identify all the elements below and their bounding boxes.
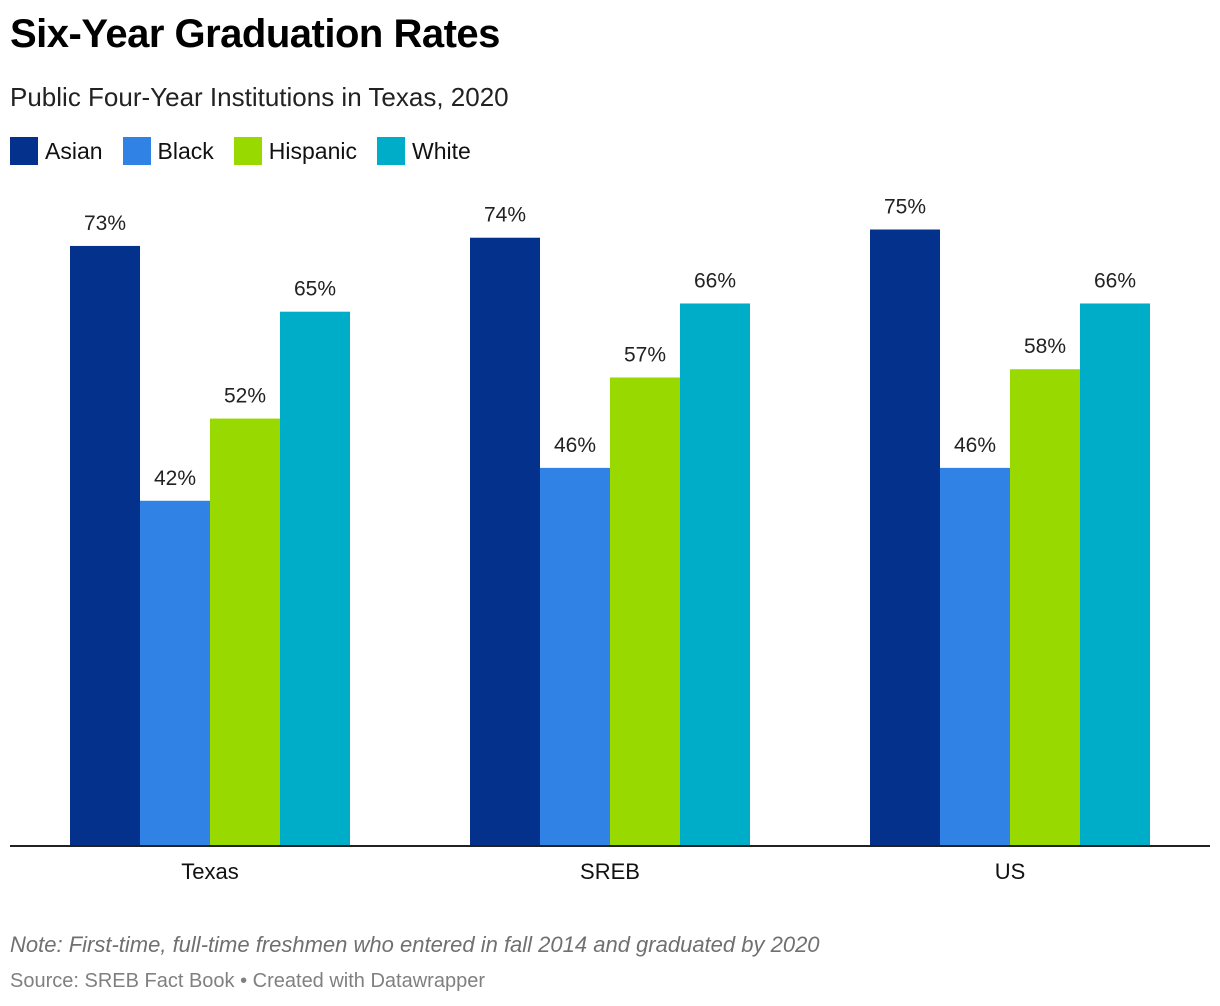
bar-white-sreb [680,303,750,847]
bar-hispanic-sreb [610,377,680,846]
legend-item-asian: Asian [10,137,103,165]
chart-subtitle: Public Four-Year Institutions in Texas, … [10,82,509,112]
legend-label-hispanic: Hispanic [268,137,358,164]
legend-label-asian: Asian [45,137,103,164]
data-label-white-us: 66% [1094,269,1136,292]
data-label-hispanic-texas: 52% [224,385,266,408]
data-label-asian-sreb: 74% [484,204,526,227]
bar-chart: 73% 42% 52% 65% Texas 74% 46% 57% 66% SREB 75% 46% 5… [10,196,1210,884]
legend-item-black: Black [122,137,214,165]
data-label-white-sreb: 66% [694,269,736,292]
data-label-black-us: 46% [954,434,996,457]
data-label-hispanic-us: 58% [1024,335,1066,358]
chart-source: Source: SREB Fact Book • Created with Da… [10,970,485,992]
x-tick-label-sreb: SREB [580,859,640,884]
data-label-hispanic-sreb: 57% [624,343,666,366]
chart-title: Six-Year Graduation Rates [10,12,500,56]
legend-item-white: White [377,137,471,165]
data-label-asian-us: 75% [884,196,926,219]
data-label-white-texas: 65% [294,278,336,301]
bar-black-us [940,467,1010,846]
legend-label-white: White [412,137,471,164]
legend: Asian Black Hispanic White [10,137,491,165]
chart-note: Note: First-time, full-time freshmen who… [10,932,820,957]
bar-asian-us [870,229,940,846]
bar-hispanic-us [1010,369,1080,846]
legend-swatch-white [377,137,406,165]
data-label-black-texas: 42% [154,467,196,490]
bar-asian-texas [70,245,140,846]
legend-swatch-asian [10,137,38,165]
x-tick-label-texas: Texas [181,859,238,884]
legend-swatch-hispanic [233,137,262,165]
bar-black-texas [140,500,210,846]
legend-item-hispanic: Hispanic [233,137,358,165]
legend-label-black: Black [157,137,214,164]
data-label-black-sreb: 46% [554,434,596,457]
legend-swatch-black [122,137,151,165]
bar-white-texas [280,311,350,846]
x-tick-label-us: US [995,859,1026,884]
data-label-asian-texas: 73% [84,212,126,235]
bar-hispanic-texas [210,418,280,846]
bar-white-us [1080,303,1150,847]
bar-asian-sreb [470,237,540,847]
bar-black-sreb [540,467,610,846]
